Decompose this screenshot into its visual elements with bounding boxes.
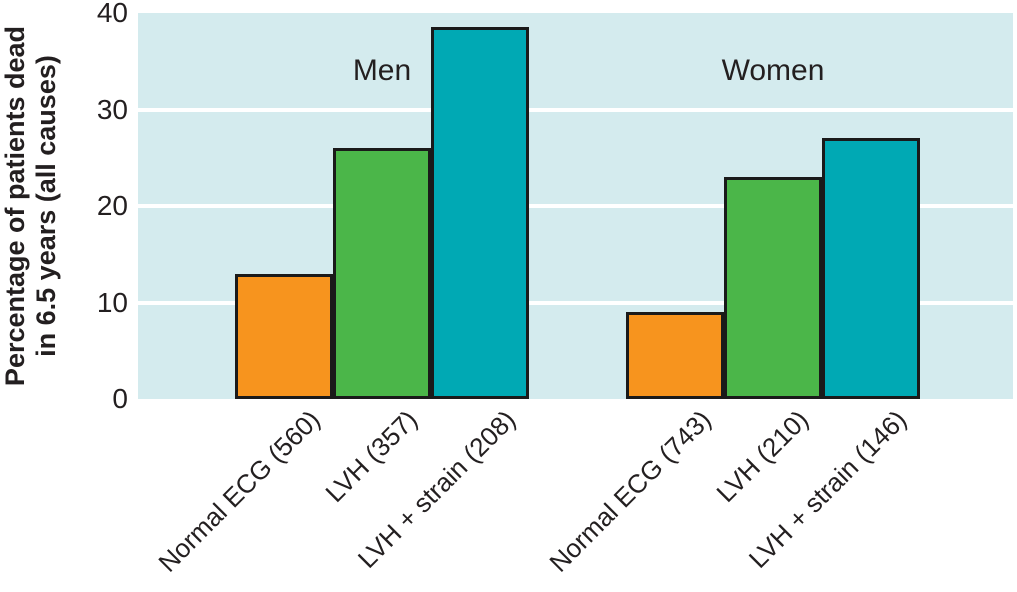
bar-women-lvh-strain-146 bbox=[822, 138, 920, 399]
bar-men-lvh-357 bbox=[333, 148, 431, 399]
x-axis-label-men-normal-ecg-560: Normal ECG (560) bbox=[152, 404, 326, 578]
bar-women-lvh-210 bbox=[724, 177, 822, 399]
bar-men-normal-ecg-560 bbox=[235, 273, 333, 399]
bar-men-lvh-strain-208 bbox=[431, 27, 529, 399]
plot-area: Men Women bbox=[138, 13, 1013, 399]
y-axis-tick-0: 0 bbox=[112, 383, 128, 414]
x-axis-label-women-normal-ecg-743: Normal ECG (743) bbox=[543, 404, 717, 578]
x-axis-label-women-lvh-210: LVH (210) bbox=[710, 404, 815, 508]
y-axis-tick-40: 40 bbox=[96, 0, 128, 28]
y-axis-tick-10: 10 bbox=[96, 286, 128, 318]
gridline-30 bbox=[138, 107, 1013, 112]
bar-women-normal-ecg-743 bbox=[626, 312, 724, 399]
gridline-10 bbox=[138, 300, 1013, 305]
x-axis-label-men-lvh-357: LVH (357) bbox=[319, 404, 424, 508]
y-axis-tick-30: 30 bbox=[96, 93, 128, 125]
gridline-20 bbox=[138, 204, 1013, 208]
y-axis-tick-20: 20 bbox=[96, 190, 128, 221]
group-label-men: Men bbox=[352, 54, 412, 87]
group-label-women: Women bbox=[721, 54, 825, 87]
